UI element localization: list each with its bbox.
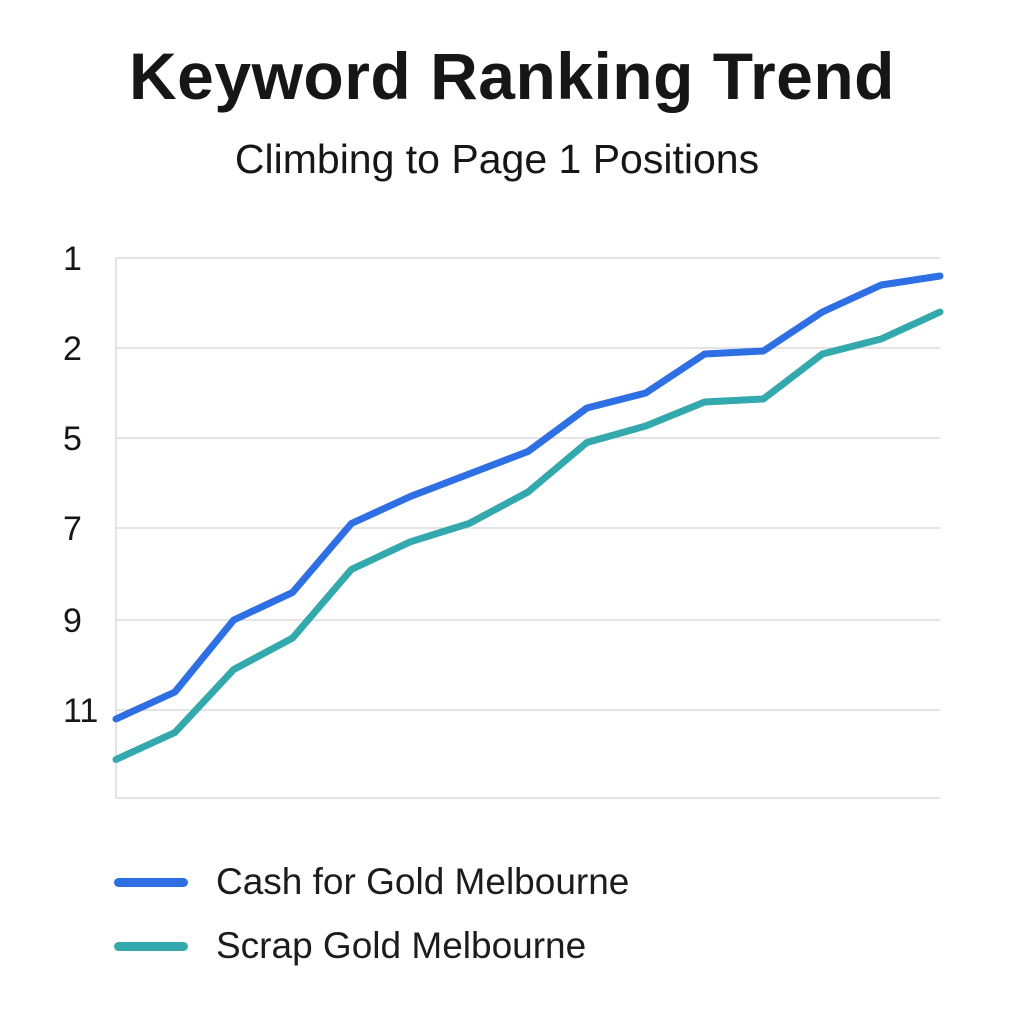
series-lines (112, 272, 944, 763)
y-tick-label: 7 (63, 510, 82, 548)
legend-item-cash-for-gold[interactable]: Cash for Gold Melbourne (114, 850, 629, 914)
legend-label: Cash for Gold Melbourne (216, 861, 630, 902)
y-tick-label: 2 (63, 330, 82, 368)
legend-swatch (114, 877, 188, 887)
series-line-1 (112, 308, 944, 763)
chart-subtitle: Climbing to Page 1 Positions (234, 136, 760, 182)
axes (115, 258, 940, 799)
gridlines (116, 257, 940, 711)
series-line-0 (112, 272, 944, 723)
y-tick-label: 5 (63, 420, 82, 458)
legend-item-scrap-gold[interactable]: Scrap Gold Melbourne (114, 914, 629, 978)
legend: Cash for Gold Melbourne Scrap Gold Melbo… (114, 850, 629, 978)
legend-swatch (114, 941, 188, 951)
chart-title: Keyword Ranking Trend (129, 39, 895, 113)
y-axis-ticks: 1 2 5 7 9 11 (63, 240, 98, 730)
y-tick-label: 11 (63, 692, 98, 730)
legend-label: Scrap Gold Melbourne (216, 925, 587, 966)
y-tick-label: 9 (63, 602, 82, 640)
y-tick-label: 1 (63, 240, 82, 278)
